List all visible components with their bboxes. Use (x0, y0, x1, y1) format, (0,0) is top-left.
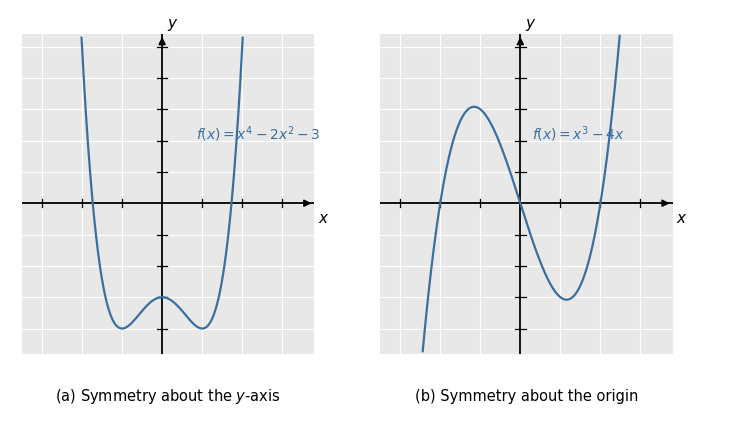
Text: $x$: $x$ (675, 211, 687, 226)
Text: $f(x) = x^3 - 4x$: $f(x) = x^3 - 4x$ (532, 124, 625, 144)
Text: $y$: $y$ (525, 17, 537, 32)
Text: $f(x) = x^4 - 2x^2 - 3$: $f(x) = x^4 - 2x^2 - 3$ (196, 124, 321, 144)
Text: (a) Symmetry about the $y$-axis: (a) Symmetry about the $y$-axis (56, 387, 281, 406)
Text: $y$: $y$ (167, 17, 178, 32)
Text: $x$: $x$ (317, 211, 329, 226)
Text: (b) Symmetry about the origin: (b) Symmetry about the origin (414, 389, 638, 404)
